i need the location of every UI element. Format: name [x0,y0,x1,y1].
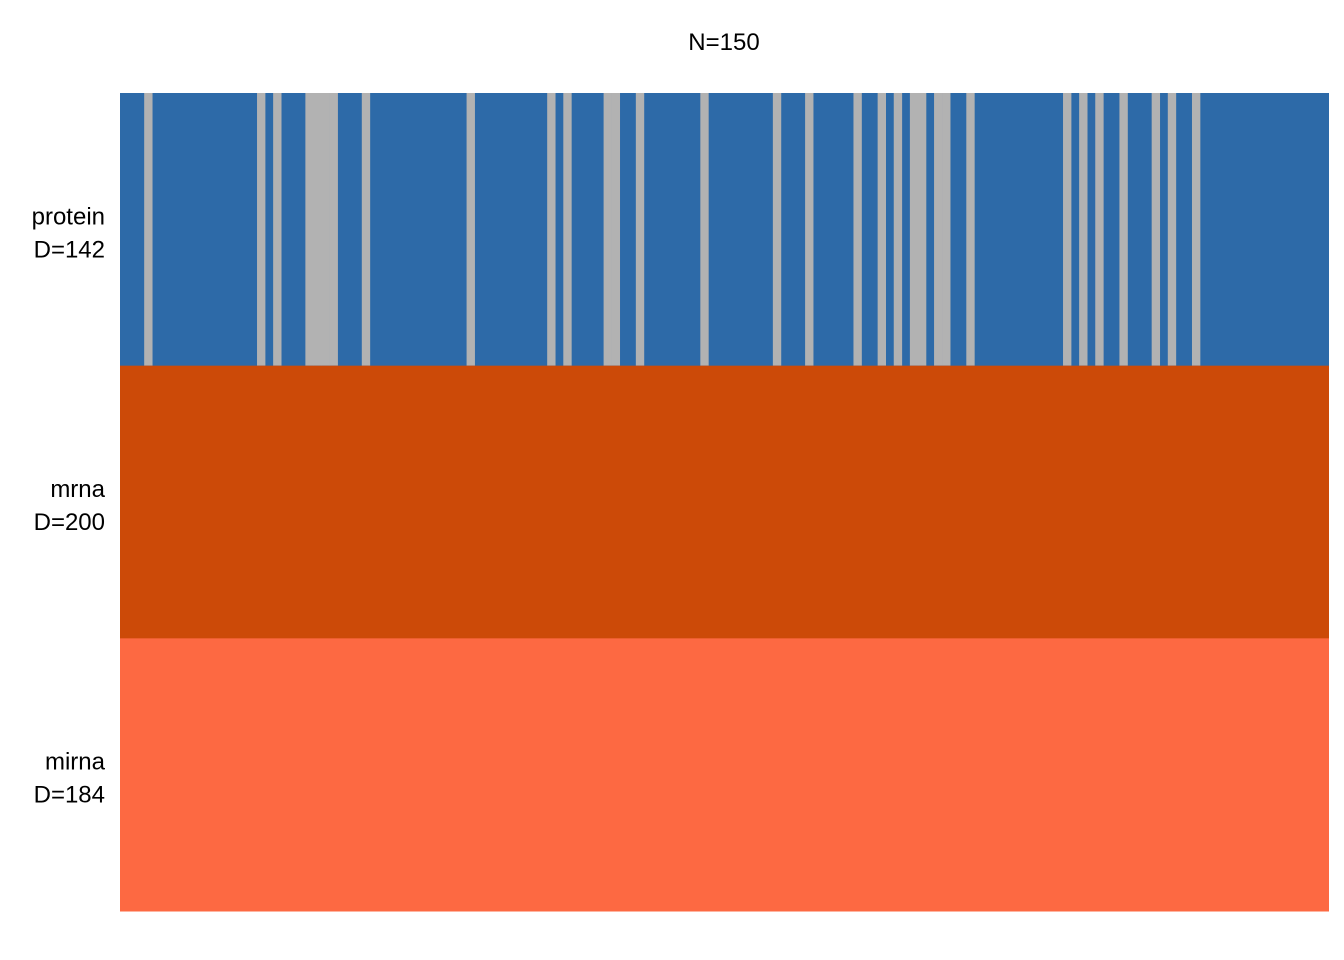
missing-sample-cell [877,93,886,366]
missing-sample-cell [313,93,322,366]
chart-title: N=150 [688,29,759,56]
missing-sample-cell [1119,93,1128,366]
missing-sample-cell [305,93,314,366]
missing-sample-cell [603,93,612,366]
missing-sample-cell [563,93,572,366]
missing-sample-cell [611,93,621,366]
missing-sample-cell [1191,93,1201,366]
view-labels: protein D=142 mrna D=200 mirna D=184 [32,203,106,808]
missing-sample-cell [1167,93,1177,366]
missing-sample-cell [934,93,943,366]
missing-sample-cell [321,93,330,366]
missing-sample-cell [273,93,282,366]
view-row-protein [120,93,1329,367]
missing-sample-cell [1063,93,1072,366]
view-dim-label: D=184 [34,782,105,809]
view-name-label: mrna [50,476,105,503]
view-dim-label: D=200 [34,509,105,536]
missing-sample-cell [772,93,782,366]
missing-sample-cell [805,93,814,366]
view-name-label: protein [32,203,105,230]
missing-sample-cell [700,93,709,366]
missing-sample-cell [547,93,556,366]
missing-sample-cell [917,93,927,366]
missing-sample-cell [466,93,475,366]
missing-sample-cell [853,93,862,366]
view-row-mirna [120,638,1329,912]
missing-sample-cell [909,93,919,366]
view-row-mrna [120,365,1329,639]
missing-sample-cell [942,93,951,366]
view-name-label: mirna [45,749,106,776]
missing-sample-cell [635,93,645,366]
missing-sample-cell [1151,93,1161,366]
missing-sample-cell [329,93,338,366]
view-dim-label: D=142 [34,236,105,263]
missing-sample-cell [1079,93,1088,366]
missing-sample-cell [257,93,266,366]
view-rows [120,93,1329,912]
missing-sample-cell [893,93,903,366]
missing-sample-cell [144,93,153,366]
missing-sample-cell [966,93,975,366]
missing-sample-cell [1095,93,1104,366]
missing-sample-cell [361,93,371,366]
